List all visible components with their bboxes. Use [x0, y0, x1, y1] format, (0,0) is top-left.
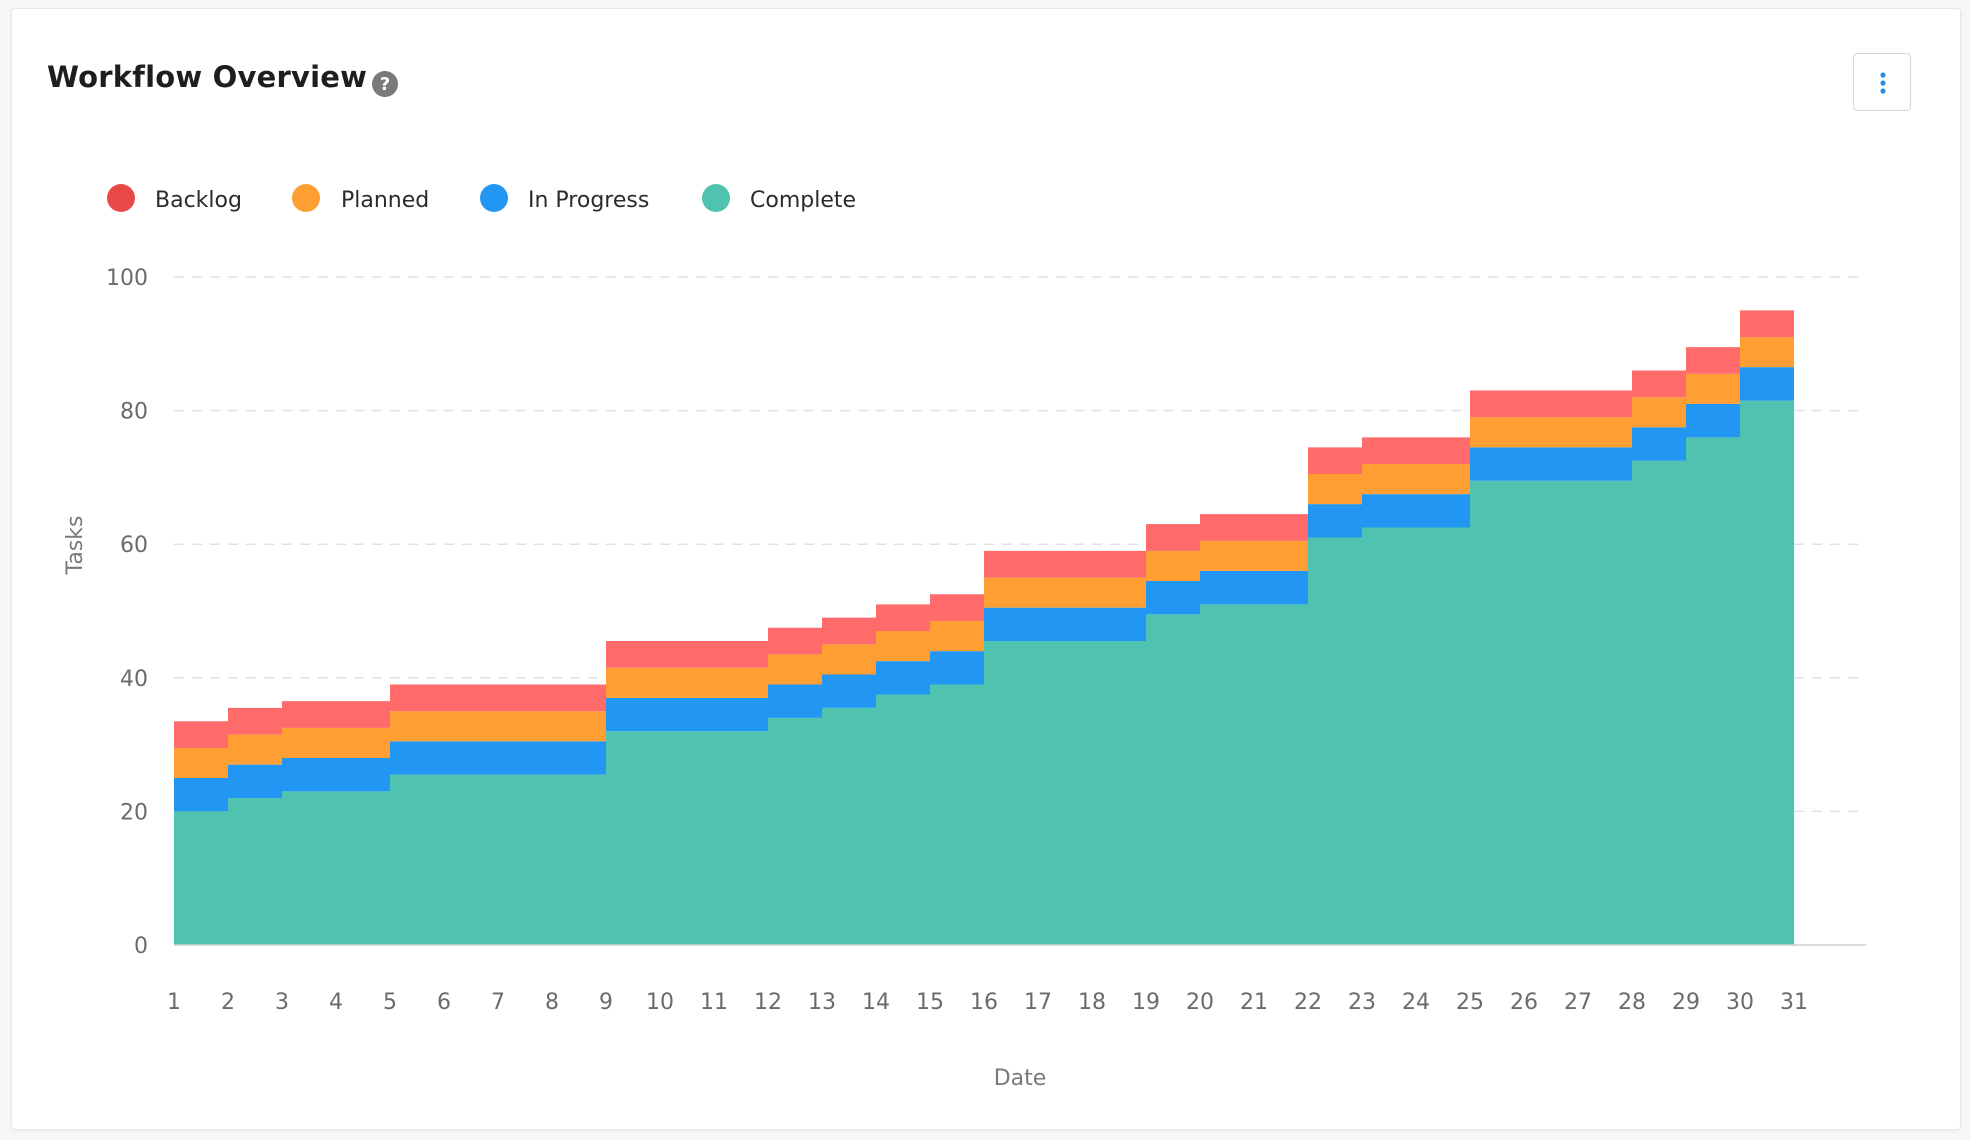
- x-tick-label: 29: [1672, 990, 1700, 1015]
- question-circle-icon[interactable]: ?: [371, 70, 399, 98]
- x-tick-label: 3: [275, 990, 289, 1015]
- area-in-progress: [174, 367, 1794, 812]
- y-tick-label: 100: [106, 266, 148, 291]
- y-tick-label: 80: [120, 400, 148, 425]
- legend-label-backlog: Backlog: [155, 188, 242, 213]
- x-tick-label: 26: [1510, 990, 1538, 1015]
- x-tick-label: 16: [970, 990, 998, 1015]
- x-tick-label: 14: [862, 990, 890, 1015]
- x-tick-label: 10: [646, 990, 674, 1015]
- x-tick-label: 17: [1024, 990, 1052, 1015]
- x-tick-label: 23: [1348, 990, 1376, 1015]
- area-backlog: [174, 310, 1794, 748]
- legend-dot-in-progress: [480, 184, 508, 212]
- y-tick-label: 20: [120, 800, 148, 825]
- x-tick-label: 13: [808, 990, 836, 1015]
- legend-dot-backlog: [107, 184, 135, 212]
- x-tick-label: 2: [221, 990, 235, 1015]
- more-options-button[interactable]: [1853, 53, 1911, 111]
- x-tick-label: 30: [1726, 990, 1754, 1015]
- x-tick-label: 27: [1564, 990, 1592, 1015]
- x-tick-label: 21: [1240, 990, 1268, 1015]
- x-tick-label: 9: [599, 990, 613, 1015]
- y-tick-label: 40: [120, 667, 148, 692]
- vertical-ellipsis-icon: [1880, 72, 1886, 94]
- y-axis-title: Tasks: [63, 516, 88, 576]
- svg-text:?: ?: [380, 74, 390, 95]
- x-tick-label: 6: [437, 990, 451, 1015]
- legend-dot-planned: [292, 184, 320, 212]
- legend-label-planned: Planned: [341, 188, 430, 213]
- x-tick-label: 25: [1456, 990, 1484, 1015]
- x-tick-label: 28: [1618, 990, 1646, 1015]
- y-tick-label: 60: [120, 533, 148, 558]
- x-tick-label: 15: [916, 990, 944, 1015]
- x-tick-label: 11: [700, 990, 728, 1015]
- x-tick-label: 19: [1132, 990, 1160, 1015]
- x-tick-label: 20: [1186, 990, 1214, 1015]
- area-planned: [174, 337, 1794, 778]
- x-tick-label: 4: [329, 990, 343, 1015]
- x-tick-label: 5: [383, 990, 397, 1015]
- x-tick-label: 12: [754, 990, 782, 1015]
- x-tick-label: 24: [1402, 990, 1430, 1015]
- x-axis-title: Date: [994, 1066, 1047, 1091]
- card-title: Workflow Overview: [47, 60, 368, 94]
- x-tick-label: 7: [491, 990, 505, 1015]
- y-tick-label: 0: [134, 934, 148, 959]
- x-tick-label: 22: [1294, 990, 1322, 1015]
- legend-dot-complete: [702, 184, 730, 212]
- legend-label-in-progress: In Progress: [528, 188, 650, 213]
- x-tick-label: 8: [545, 990, 559, 1015]
- x-tick-label: 18: [1078, 990, 1106, 1015]
- x-tick-label: 31: [1780, 990, 1808, 1015]
- legend-label-complete: Complete: [750, 188, 857, 213]
- x-tick-label: 1: [167, 990, 181, 1015]
